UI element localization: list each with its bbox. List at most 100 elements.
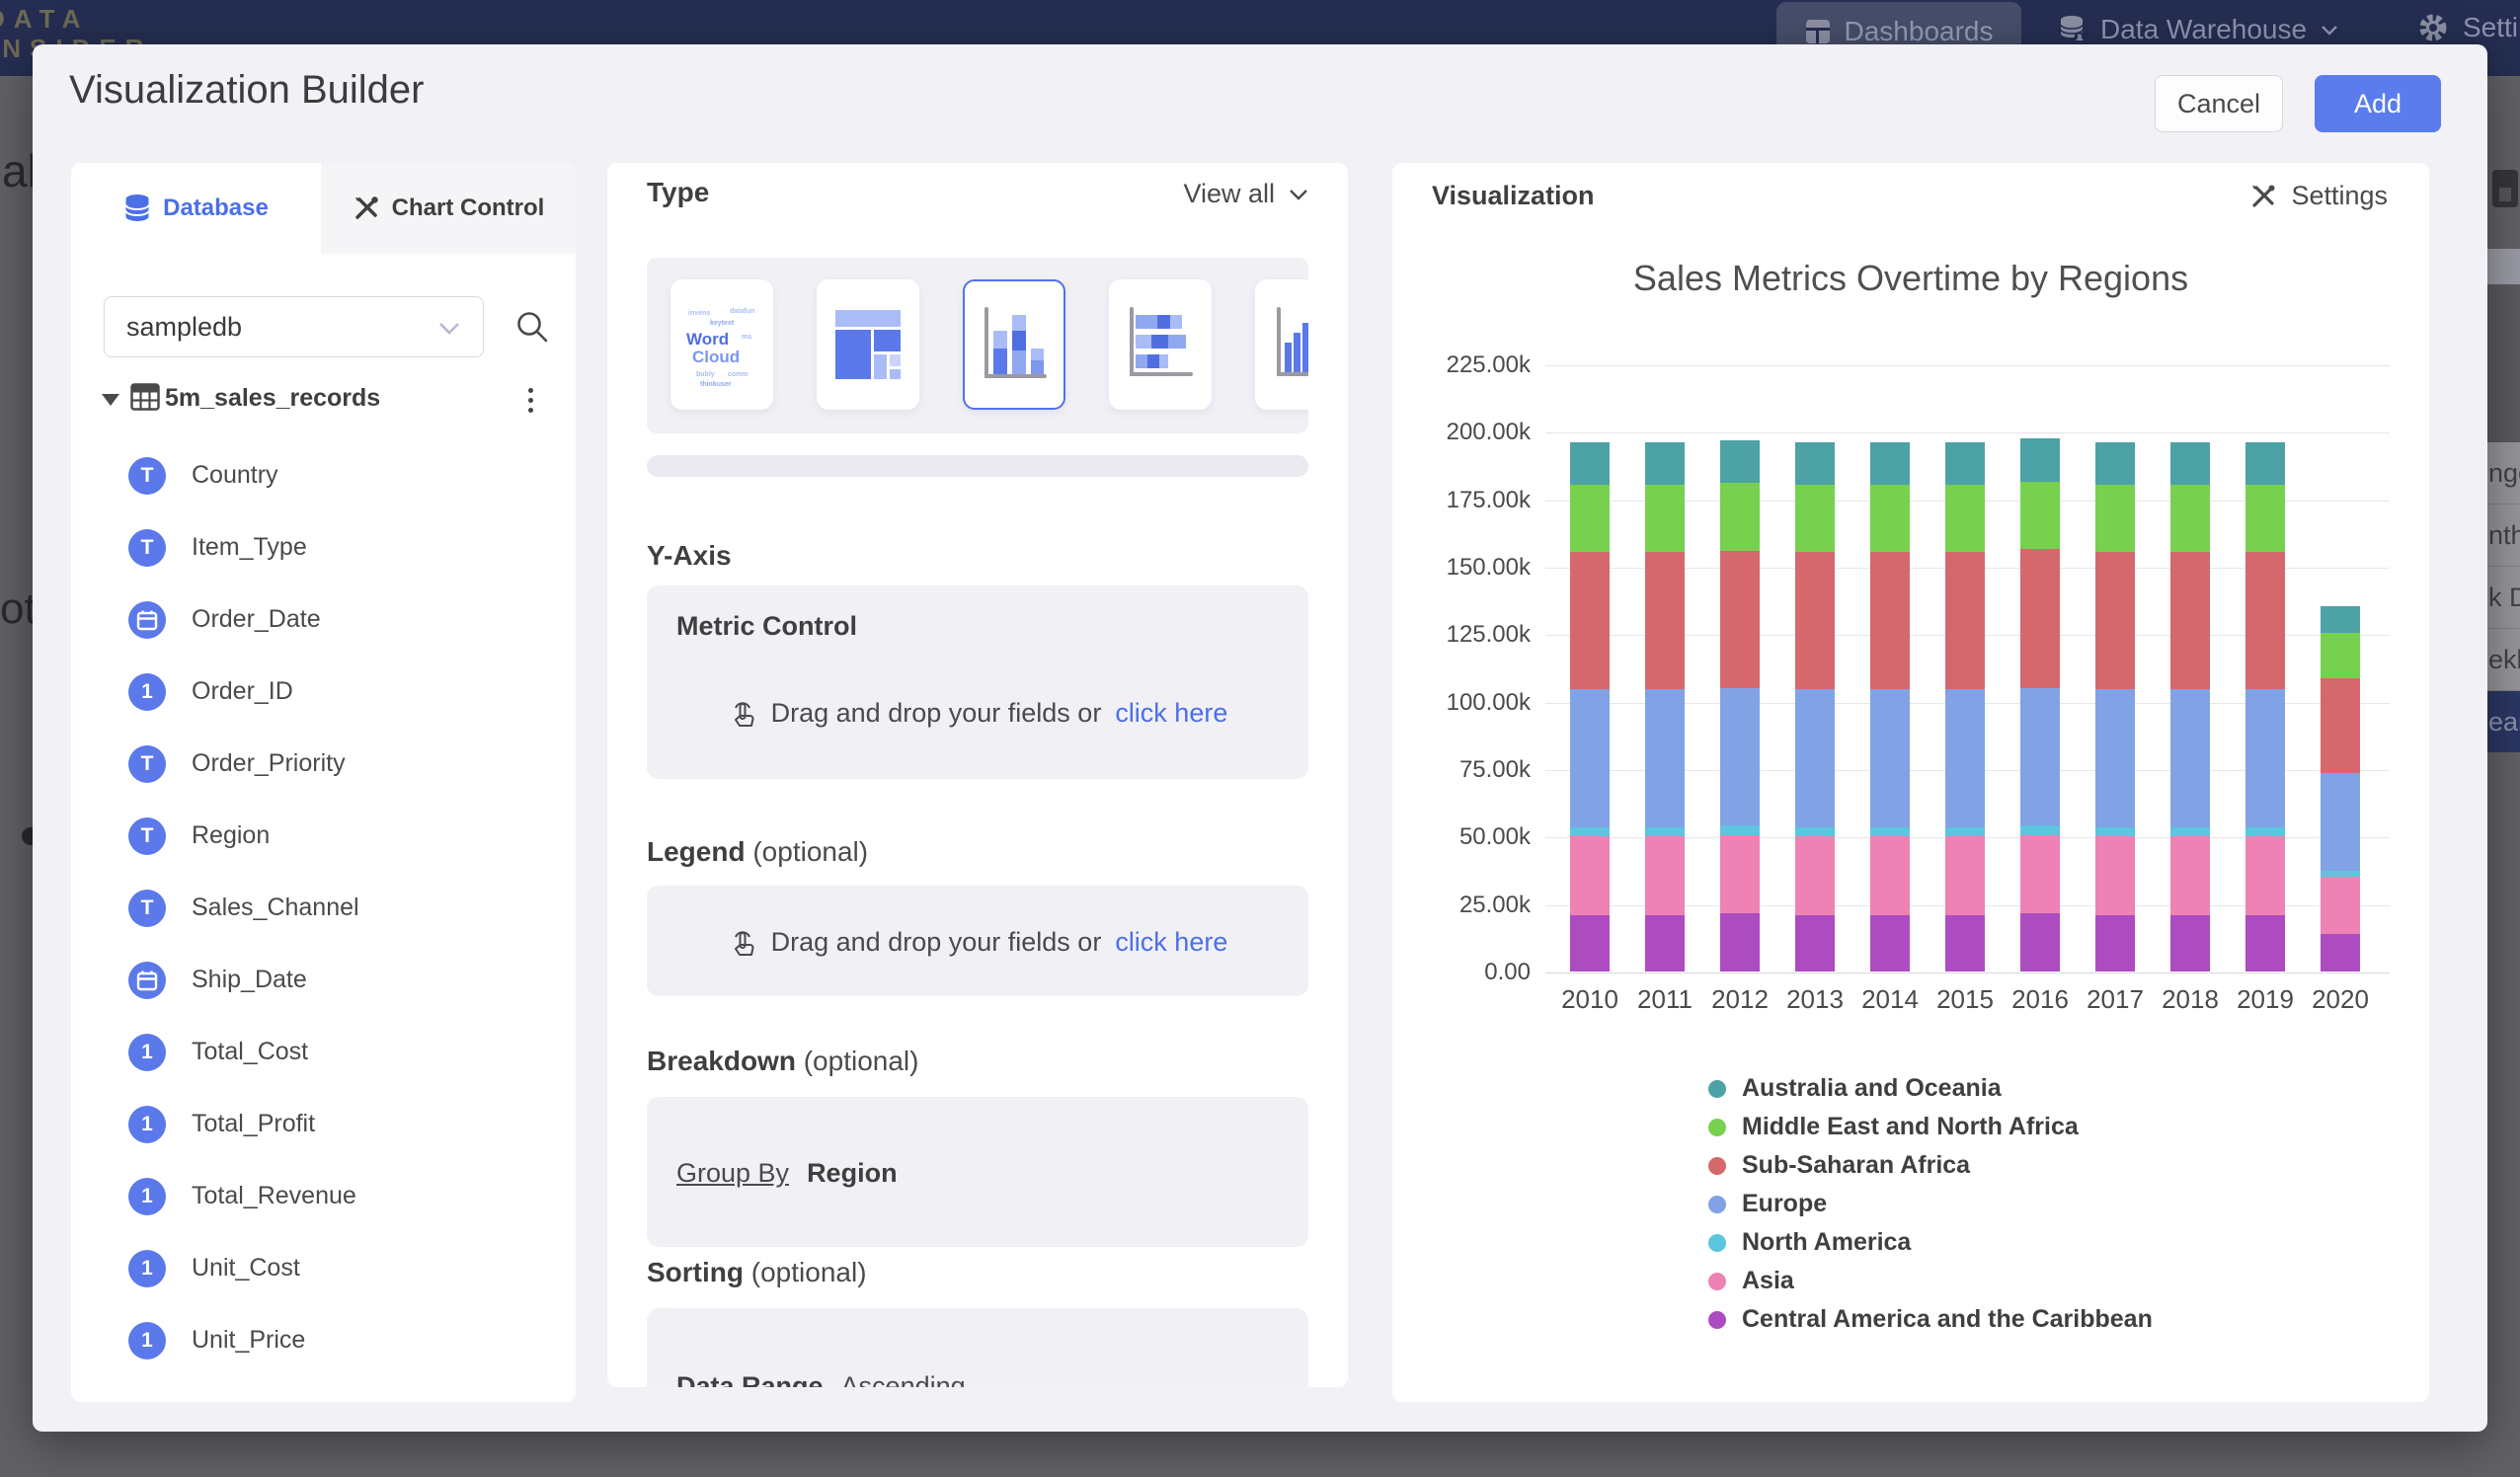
bar-segment bbox=[1645, 484, 1685, 552]
field-item-unit_price[interactable]: 1 Unit_Price bbox=[71, 1304, 576, 1376]
field-item-region[interactable]: T Region bbox=[71, 800, 576, 872]
text-type-icon: T bbox=[128, 816, 166, 855]
add-button[interactable]: Add bbox=[2315, 75, 2441, 132]
group-by-button[interactable]: Group By bbox=[676, 1158, 790, 1188]
bar-segment bbox=[1570, 826, 1610, 837]
background-menu-item[interactable]: nge bbox=[2485, 442, 2520, 505]
bar-segment bbox=[1645, 836, 1685, 915]
background-menu-item[interactable]: ear bbox=[2485, 691, 2520, 752]
background-menu-item[interactable]: ekly bbox=[2485, 629, 2520, 691]
horizontal-scrollbar[interactable] bbox=[647, 455, 1308, 477]
field-item-ship_date[interactable]: Ship_Date bbox=[71, 944, 576, 1016]
sorting-field[interactable]: Data Range bbox=[676, 1371, 824, 1387]
field-item-item_type[interactable]: T Item_Type bbox=[71, 511, 576, 583]
svg-text:thinkuser: thinkuser bbox=[700, 381, 732, 388]
field-item-order_priority[interactable]: T Order_Priority bbox=[71, 728, 576, 800]
click-here-link[interactable]: click here bbox=[1115, 697, 1228, 728]
y-tick-label: 225.00k bbox=[1446, 351, 1531, 378]
chart-type-stacked-bar[interactable] bbox=[1109, 279, 1212, 410]
chart-type-stacked-column[interactable] bbox=[963, 279, 1065, 410]
bar-segment bbox=[2245, 836, 2285, 915]
legend-item[interactable]: Europe bbox=[1708, 1185, 2153, 1223]
field-item-unit_cost[interactable]: 1 Unit_Cost bbox=[71, 1232, 576, 1304]
breakdown-dropzone[interactable]: Group By Region bbox=[647, 1097, 1308, 1247]
legend-label: Middle East and North Africa bbox=[1742, 1113, 2079, 1140]
bar-segment bbox=[2321, 933, 2360, 972]
metric-control-dropzone[interactable]: Metric Control Drag and drop your fields… bbox=[647, 585, 1308, 779]
bar-segment bbox=[1795, 836, 1835, 915]
legend-dot bbox=[1708, 1118, 1726, 1136]
field-name: Unit_Cost bbox=[192, 1254, 300, 1282]
bar-segment bbox=[2020, 913, 2060, 972]
chart-type-word-cloud[interactable]: invens datafun keytext Word ms Cloud bub… bbox=[670, 279, 773, 410]
legend-item[interactable]: Asia bbox=[1708, 1262, 2153, 1300]
x-tick-label: 2011 bbox=[1637, 984, 1693, 1014]
click-here-link[interactable]: click here bbox=[1115, 926, 1228, 957]
legend-item[interactable]: Central America and the Caribbean bbox=[1708, 1300, 2153, 1339]
tab-chart-control[interactable]: Chart Control bbox=[321, 163, 576, 254]
caret-down-icon[interactable] bbox=[102, 394, 119, 406]
legend-dropzone[interactable]: Drag and drop your fields or click here bbox=[647, 886, 1308, 996]
legend-label: Central America and the Caribbean bbox=[1742, 1305, 2153, 1333]
legend-label: Sub-Saharan Africa bbox=[1742, 1151, 1971, 1179]
panel-tabs: Database Chart Control bbox=[71, 163, 576, 254]
number-type-icon: 1 bbox=[128, 1033, 166, 1071]
bar-segment bbox=[1795, 442, 1835, 485]
chart-type-treemap[interactable] bbox=[817, 279, 919, 410]
cancel-button[interactable]: Cancel bbox=[2155, 75, 2283, 132]
background-menu-item[interactable]: nthly bbox=[2485, 505, 2520, 567]
view-all-button[interactable]: View all bbox=[1183, 179, 1308, 209]
gridline bbox=[1545, 972, 2390, 973]
database-select[interactable] bbox=[104, 296, 484, 357]
field-item-total_profit[interactable]: 1 Total_Profit bbox=[71, 1088, 576, 1160]
chart-settings-button[interactable]: Settings bbox=[2249, 181, 2388, 211]
field-item-total_revenue[interactable]: 1 Total_Revenue bbox=[71, 1160, 576, 1232]
bar-segment bbox=[2020, 549, 2060, 689]
field-item-order_date[interactable]: Order_Date bbox=[71, 583, 576, 656]
field-item-country[interactable]: T Country bbox=[71, 439, 576, 511]
dashboards-icon bbox=[1805, 19, 1831, 44]
sorting-dropzone[interactable]: Data Range Ascending bbox=[647, 1308, 1308, 1387]
legend-heading-label: Legend bbox=[647, 836, 746, 867]
bar-segment bbox=[1945, 689, 1985, 827]
kebab-menu-icon[interactable] bbox=[515, 382, 545, 418]
group-by-value[interactable]: Region bbox=[807, 1158, 898, 1188]
bar-segment bbox=[1720, 688, 1760, 826]
database-icon bbox=[2059, 15, 2087, 44]
nav-item-data-warehouse[interactable]: Data Warehouse bbox=[2059, 14, 2338, 45]
bar-segment bbox=[2170, 836, 2210, 915]
stacked-bar-2020 bbox=[2321, 605, 2360, 972]
legend-item[interactable]: Australia and Oceania bbox=[1708, 1069, 2153, 1108]
background-menu-item[interactable]: k Date bbox=[2485, 567, 2520, 629]
bar-segment bbox=[2095, 826, 2135, 837]
drag-drop-text: Drag and drop your fields or bbox=[770, 697, 1102, 728]
table-tree-node[interactable]: 5m_sales_records bbox=[71, 378, 576, 422]
stacked-bar-2012 bbox=[1720, 439, 1760, 972]
field-item-sales_channel[interactable]: T Sales_Channel bbox=[71, 872, 576, 944]
bar-segment bbox=[2245, 826, 2285, 837]
bar-segment bbox=[1570, 836, 1610, 915]
nav-item-settings[interactable]: Settings bbox=[2417, 12, 2520, 43]
field-name: Unit_Price bbox=[192, 1326, 306, 1354]
legend-item[interactable]: Sub-Saharan Africa bbox=[1708, 1146, 2153, 1185]
field-item-order_id[interactable]: 1 Order_ID bbox=[71, 656, 576, 728]
bar-segment bbox=[1795, 914, 1835, 972]
legend-item[interactable]: North America bbox=[1708, 1223, 2153, 1262]
chart-type-column[interactable] bbox=[1255, 279, 1308, 410]
y-tick-label: 100.00k bbox=[1446, 688, 1531, 716]
tab-database[interactable]: Database bbox=[71, 163, 321, 254]
y-tick-label: 25.00k bbox=[1458, 891, 1531, 918]
modal-title: Visualization Builder bbox=[69, 68, 425, 112]
visualization-panel: Visualization Settings Sales Metrics Ove… bbox=[1392, 163, 2429, 1402]
stacked-bar-2015 bbox=[1945, 442, 1985, 972]
stacked-bar-2017 bbox=[2095, 442, 2135, 972]
legend-item[interactable]: Middle East and North Africa bbox=[1708, 1108, 2153, 1146]
y-tick-label: 200.00k bbox=[1446, 419, 1531, 446]
bar-segment bbox=[1870, 484, 1910, 552]
y-tick-label: 0.00 bbox=[1484, 959, 1531, 985]
search-icon[interactable] bbox=[513, 308, 551, 346]
stacked-bar-2016 bbox=[2020, 438, 2060, 972]
field-item-total_cost[interactable]: 1 Total_Cost bbox=[71, 1016, 576, 1088]
logo-line-1: DATA bbox=[0, 4, 90, 34]
sorting-value[interactable]: Ascending bbox=[840, 1371, 966, 1387]
